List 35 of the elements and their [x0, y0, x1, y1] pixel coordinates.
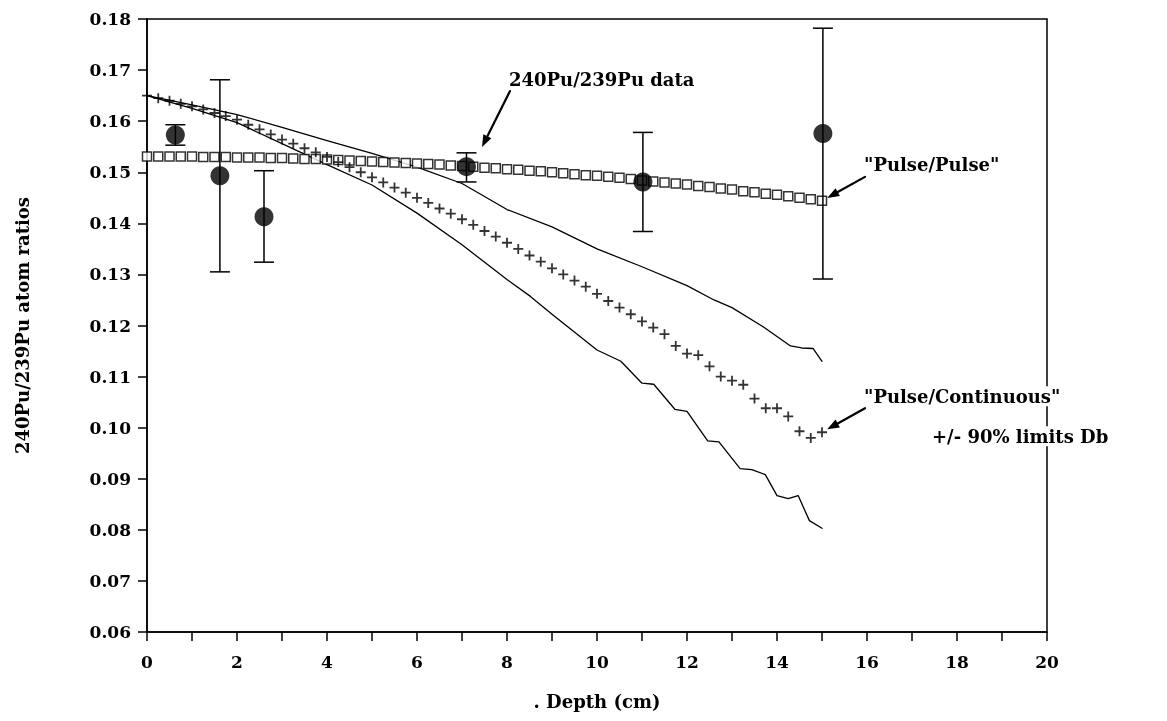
- y-tick-label: 0.10: [89, 417, 132, 438]
- y-tick-label: 0.11: [89, 366, 131, 387]
- y-tick-label: 0.17: [89, 60, 131, 81]
- y-tick-label: 0.14: [89, 213, 132, 234]
- point: [210, 166, 230, 186]
- x-tick-label: 20: [1035, 651, 1059, 672]
- y-tick-label: 0.06: [89, 622, 131, 642]
- x-tick-label: 2: [231, 651, 243, 672]
- point: [254, 207, 274, 227]
- x-axis-title: . Depth (cm): [533, 690, 661, 712]
- y-axis-title: 240Pu/239Pu atom ratios: [11, 197, 33, 454]
- point: [813, 123, 833, 143]
- annotation: 240Pu/239Pu data: [509, 68, 695, 90]
- y-tick-label: 0.15: [89, 162, 131, 183]
- point: [633, 172, 653, 192]
- x-tick-label: 14: [765, 651, 789, 672]
- y-tick-label: 0.18: [89, 9, 131, 29]
- x-tick-label: 6: [411, 651, 423, 672]
- annotation: "Pulse/Continuous": [864, 385, 1061, 407]
- y-tick-label: 0.13: [89, 264, 131, 285]
- y-tick-label: 0.07: [89, 570, 131, 591]
- y-tick-label: 0.16: [89, 111, 131, 132]
- y-tick-label: 0.12: [89, 315, 131, 336]
- annotation: +/- 90% limits Db: [932, 425, 1109, 447]
- x-tick-label: 0: [141, 651, 154, 672]
- y-tick-label: 0.08: [89, 519, 131, 540]
- x-tick-label: 18: [945, 651, 969, 672]
- x-tick-label: 10: [585, 651, 609, 672]
- x-tick-label: 16: [855, 651, 879, 672]
- y-tick-label: 0.09: [89, 468, 131, 489]
- x-tick-label: 12: [675, 651, 699, 672]
- point: [457, 157, 476, 177]
- annotation: "Pulse/Pulse": [864, 154, 1000, 176]
- x-tick-label: 4: [321, 651, 334, 672]
- x-tick-label: 8: [501, 651, 513, 672]
